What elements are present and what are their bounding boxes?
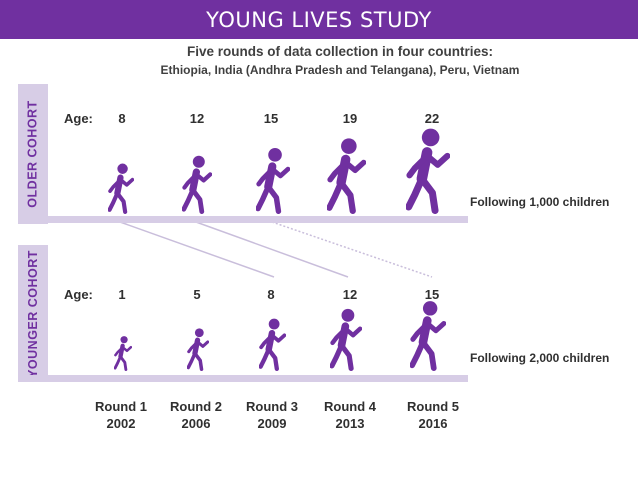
running-child-icon: [409, 299, 447, 371]
younger-cohort-baseline: [18, 375, 468, 382]
younger-age-round-4: 12: [342, 287, 358, 302]
subtitle-line-2: Ethiopia, India (Andhra Pradesh and Tela…: [160, 63, 520, 77]
running-child-icon: [181, 154, 213, 214]
older-cohort-baseline: [18, 216, 468, 223]
older-age-round-2: 12: [189, 111, 205, 126]
older-cohort-label: OLDER COHORT: [26, 100, 41, 208]
older-following-text: Following 1,000 children: [470, 195, 610, 209]
title-banner: YOUNG LIVES STUDY: [0, 0, 638, 39]
connector-line: [195, 221, 349, 278]
round-2-name: Round 2: [170, 399, 222, 414]
round-2-year: 2006: [181, 416, 211, 431]
round-3: Round 3 2009: [237, 398, 307, 432]
younger-age-round-2: 5: [193, 287, 201, 302]
running-child-icon: [186, 327, 210, 371]
older-age-round-1: 8: [118, 111, 126, 126]
younger-age-round-1: 1: [118, 287, 126, 302]
connector-line: [271, 221, 433, 278]
running-child-icon: [113, 335, 133, 371]
round-4-year: 2013: [335, 416, 365, 431]
connector-line: [119, 221, 275, 278]
page-title: YOUNG LIVES STUDY: [206, 7, 432, 32]
running-child-icon: [329, 307, 363, 371]
younger-age-round-5: 15: [424, 287, 440, 302]
younger-following-text: Following 2,000 children: [470, 351, 610, 365]
round-1-name: Round 1: [95, 399, 147, 414]
round-1-year: 2002: [106, 416, 136, 431]
running-child-icon: [255, 146, 291, 214]
older-cohort-band: OLDER COHORT: [18, 84, 48, 224]
younger-cohort-label: YOUNGER COHORT: [26, 249, 40, 378]
running-child-icon: [325, 136, 366, 214]
younger-cohort-band: YOUNGER COHORT: [18, 245, 48, 382]
round-3-name: Round 3: [246, 399, 298, 414]
round-4-name: Round 4: [324, 399, 376, 414]
round-2: Round 2 2006: [161, 398, 231, 432]
round-1: Round 1 2002: [86, 398, 156, 432]
round-5-name: Round 5: [407, 399, 459, 414]
running-child-icon: [405, 126, 451, 215]
round-5: Round 5 2016: [398, 398, 468, 432]
older-age-round-5: 22: [424, 111, 440, 126]
round-5-year: 2016: [418, 416, 448, 431]
running-child-icon: [107, 162, 135, 215]
subtitle-line-1: Five rounds of data collection in four c…: [186, 44, 494, 59]
younger-age-label: Age:: [64, 287, 93, 302]
younger-age-round-3: 8: [267, 287, 275, 302]
older-age-label: Age:: [64, 111, 93, 126]
older-age-round-4: 19: [342, 111, 358, 126]
round-3-year: 2009: [257, 416, 287, 431]
running-child-icon: [257, 317, 286, 372]
older-age-round-3: 15: [263, 111, 279, 126]
round-4: Round 4 2013: [315, 398, 385, 432]
